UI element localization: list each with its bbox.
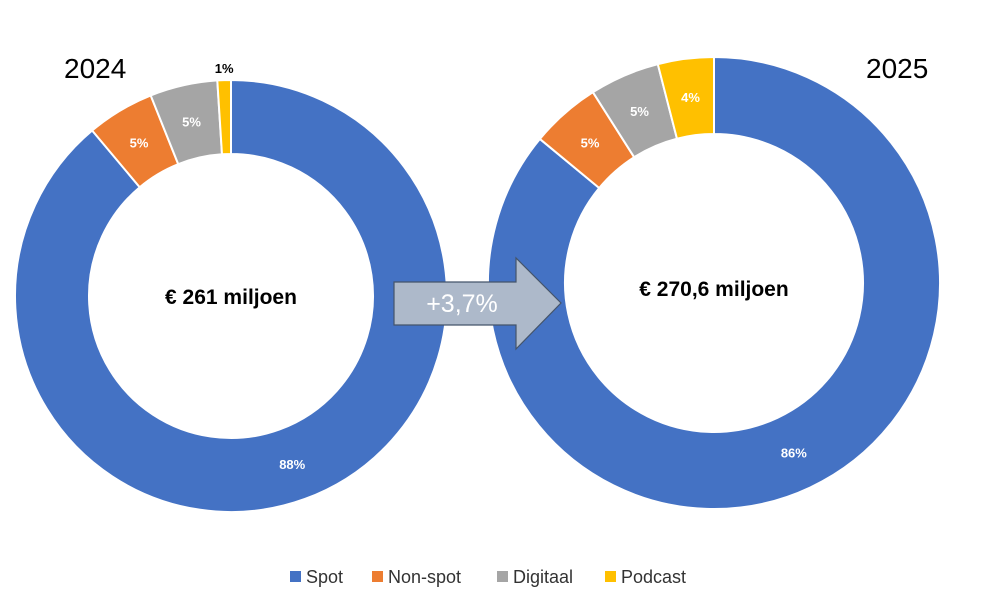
legend-label-podcast: Podcast <box>621 567 686 587</box>
donut-2024-label-podcast: 1% <box>215 61 234 76</box>
total-2025-label: € 270,6 miljoen <box>639 278 788 301</box>
donut-2024-slice-podcast <box>216 78 232 156</box>
donut-2025: 86% 5% 5% 4% 2025 € 270,6 miljoen <box>487 53 941 510</box>
donut-2025-slice-podcast <box>656 55 715 140</box>
donut-2024-slices <box>14 78 448 513</box>
total-2024-label: € 261 miljoen <box>165 286 297 309</box>
donut-2024-label-digitaal: 5% <box>182 114 201 129</box>
legend-label-digitaal: Digitaal <box>513 567 573 587</box>
growth-arrow: +3,7% <box>393 256 562 351</box>
growth-label: +3,7% <box>426 290 498 318</box>
donut-2024-labels: 88% 5% 5% 1% <box>130 61 306 472</box>
donut-2024-label-non-spot: 5% <box>130 135 149 150</box>
donut-2025-label-podcast: 4% <box>681 90 700 105</box>
legend-swatch-non-spot <box>372 571 383 582</box>
donut-2024-label-spot: 88% <box>279 457 305 472</box>
legend: Spot Non-spot Digitaal Podcast <box>290 567 686 587</box>
legend-label-non-spot: Non-spot <box>388 567 461 587</box>
donut-2025-labels: 86% 5% 5% 4% <box>581 90 808 461</box>
legend-swatch-spot <box>290 571 301 582</box>
donut-2025-slice-spot <box>487 55 941 510</box>
legend-label-spot: Spot <box>306 567 343 587</box>
growth-arrow-shape <box>393 256 562 351</box>
donut-2024: 88% 5% 5% 1% 2024 € 261 miljoen <box>14 53 448 513</box>
legend-swatch-podcast <box>605 571 616 582</box>
donut-2025-slices <box>487 55 941 510</box>
donut-2025-label-non-spot: 5% <box>581 135 600 150</box>
donut-2025-label-spot: 86% <box>781 446 807 461</box>
legend-swatch-digitaal <box>497 571 508 582</box>
year-2025-label: 2025 <box>866 53 928 84</box>
donut-2025-label-digitaal: 5% <box>630 104 649 119</box>
year-2024-label: 2024 <box>64 53 126 84</box>
